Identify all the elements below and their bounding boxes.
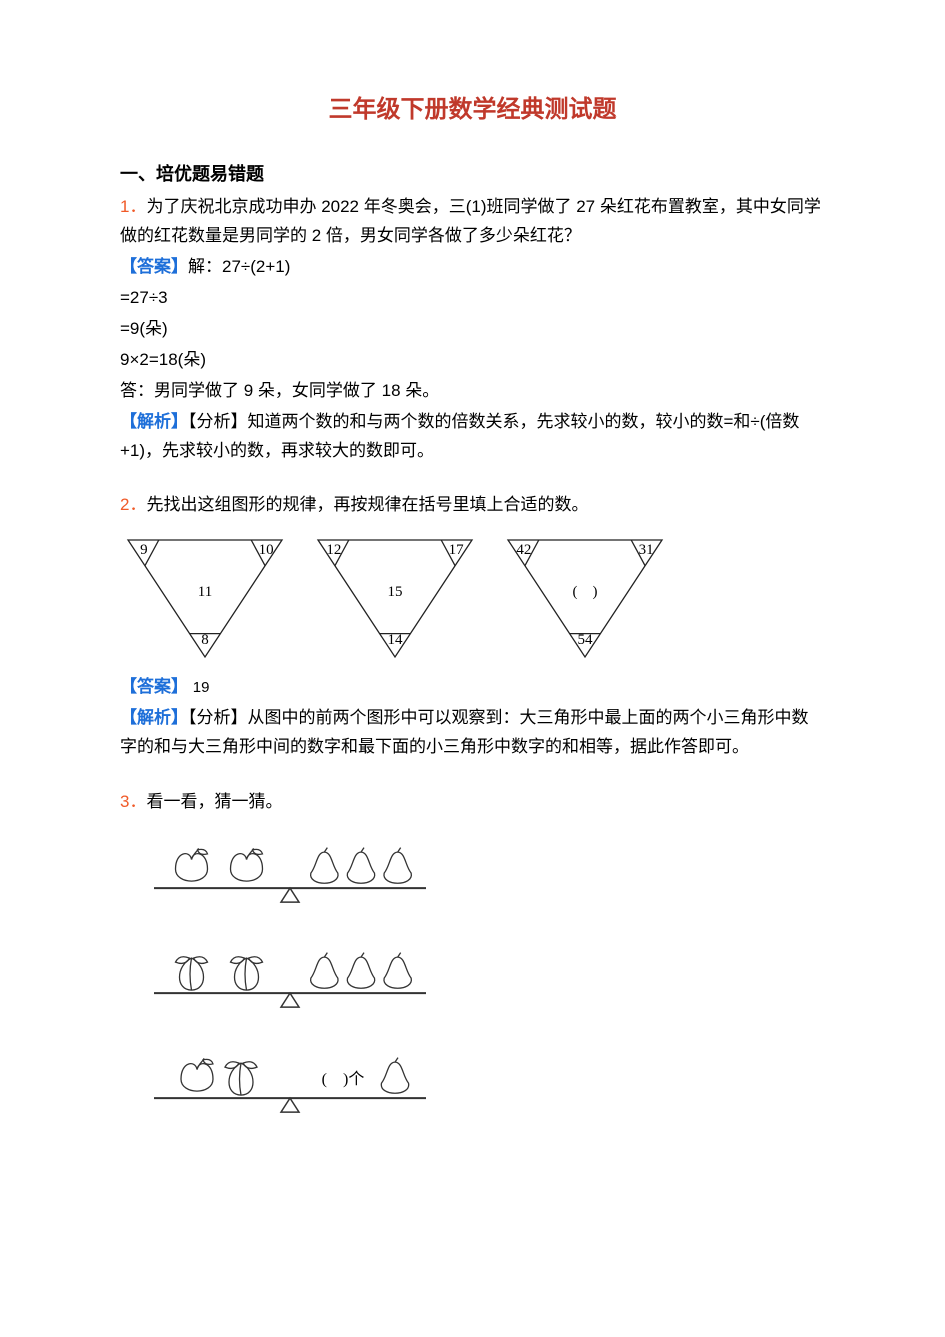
q1-ans-4: 答：男同学做了 9 朵，女同学做了 18 朵。 <box>120 377 825 406</box>
q2-answer-value: 19 <box>193 679 210 696</box>
q3-number: 3． <box>120 792 146 811</box>
triangle-2: 12 17 15 14 <box>310 530 480 665</box>
spacer <box>120 467 825 489</box>
q2-answer: 【答案】 19 <box>120 673 825 702</box>
balance-svg: ( )个 <box>120 823 460 1138</box>
triangle-1: 9 10 11 8 <box>120 530 290 665</box>
spacer <box>120 764 825 786</box>
svg-text:54: 54 <box>578 632 594 648</box>
svg-text:12: 12 <box>326 542 341 558</box>
answer-label: 【答案】 <box>120 257 188 276</box>
q1-ans-2: =9(朵) <box>120 315 825 344</box>
q1-ans-3: 9×2=18(朵) <box>120 346 825 375</box>
q2-body: 先找出这组图形的规律，再按规律在括号里填上合适的数。 <box>146 495 588 514</box>
balance-figures: ( )个 <box>120 823 825 1138</box>
triangle-3: 42 31 ( ) 54 <box>500 530 670 665</box>
triangle-figures: 9 10 11 8 12 17 15 14 42 31 ( ) 54 <box>120 530 825 665</box>
svg-text:42: 42 <box>516 542 531 558</box>
q3-body: 看一看，猜一猜。 <box>146 792 282 811</box>
q2-analysis: 【解析】【分析】从图中的前两个图形中可以观察到：大三角形中最上面的两个小三角形中… <box>120 704 825 762</box>
q1-answer-line-0: 【答案】解：27÷(2+1) <box>120 253 825 282</box>
analysis-head: 【分析】 <box>188 412 248 431</box>
q1-analysis: 【解析】【分析】知道两个数的和与两个数的倍数关系，先求较小的数，较小的数=和÷(… <box>120 408 825 466</box>
q1-number: 1． <box>120 197 146 216</box>
svg-text:14: 14 <box>388 632 404 648</box>
analysis-label: 【解析】 <box>120 412 188 431</box>
svg-text:( ): ( ) <box>573 584 598 600</box>
page-title: 三年级下册数学经典测试题 <box>120 90 825 131</box>
section-heading: 一、培优题易错题 <box>120 159 825 190</box>
q1-ans-0: 解：27÷(2+1) <box>188 257 290 276</box>
q2-number: 2． <box>120 495 146 514</box>
svg-text:17: 17 <box>449 542 465 558</box>
svg-text:11: 11 <box>198 584 212 600</box>
q1-text: 1．为了庆祝北京成功申办 2022 年冬奥会，三(1)班同学做了 27 朵红花布… <box>120 193 825 251</box>
analysis-label: 【解析】 <box>120 708 188 727</box>
page: 三年级下册数学经典测试题 一、培优题易错题 1．为了庆祝北京成功申办 2022 … <box>0 0 945 1198</box>
svg-text:10: 10 <box>259 542 274 558</box>
svg-text:31: 31 <box>639 542 654 558</box>
svg-text:9: 9 <box>140 542 148 558</box>
answer-label: 【答案】 <box>120 677 188 696</box>
svg-text:15: 15 <box>388 584 403 600</box>
q1-body: 为了庆祝北京成功申办 2022 年冬奥会，三(1)班同学做了 27 朵红花布置教… <box>120 197 821 245</box>
q1-ans-1: =27÷3 <box>120 284 825 313</box>
q2-text: 2．先找出这组图形的规律，再按规律在括号里填上合适的数。 <box>120 491 825 520</box>
svg-text:( )个: ( )个 <box>322 1070 365 1088</box>
analysis-head: 【分析】 <box>188 708 248 727</box>
svg-text:8: 8 <box>201 632 209 648</box>
q3-text: 3．看一看，猜一猜。 <box>120 788 825 817</box>
